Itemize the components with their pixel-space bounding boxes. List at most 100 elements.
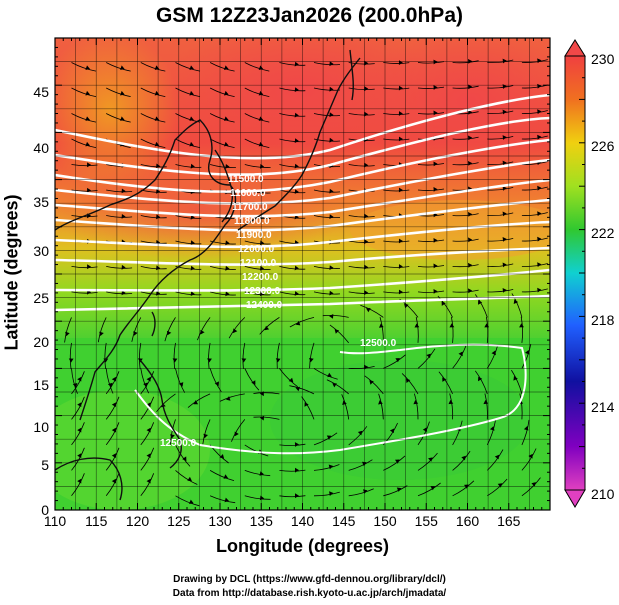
streamline-arrowhead [77,478,82,484]
streamline-arrowhead [85,141,90,147]
streamline-arrowhead [294,138,299,143]
streamline [487,187,514,191]
streamline-arrowhead [225,164,230,169]
streamline [209,87,235,97]
x-tick-label: 115 [85,513,108,529]
streamline-arrowhead [295,321,301,326]
streamline-arrowhead [120,65,125,70]
streamline [452,85,479,89]
streamline-arrowhead [502,109,507,115]
streamline-arrowhead [519,323,524,328]
streamline [417,112,445,115]
streamline-arrowhead [121,290,126,296]
streamline-arrowhead [364,213,369,219]
streamline [417,348,436,369]
streamline-arrowhead [502,237,507,242]
x-tick-label: 165 [497,513,521,529]
streamline-arrowhead [224,116,229,121]
streamline [313,62,341,66]
streamline-arrowhead [121,188,126,194]
streamline-arrowhead [426,353,431,359]
streamline-arrowhead [483,399,489,405]
streamline [417,86,445,89]
streamline [71,215,98,218]
streamline-arrowhead [187,476,192,481]
streamline-arrowhead [398,238,403,244]
streamline-arrowhead [189,116,194,121]
x-tick-label: 155 [415,513,439,529]
streamline [521,135,548,140]
streamline [383,87,410,90]
streamline [521,263,548,267]
x-tick-label: 110 [44,513,67,529]
streamline [105,422,120,446]
streamline [452,420,463,446]
streamline [140,113,166,123]
streamline-arrowhead [433,263,438,269]
streamline [452,162,479,166]
streamline-arrowhead [170,434,175,439]
streamline [209,240,236,245]
streamline-arrowhead [502,288,507,293]
streamline [253,392,280,395]
streamline [451,316,454,343]
streamline-arrowhead [224,141,229,147]
streamline-arrowhead [468,237,473,243]
streamline-arrowhead [146,376,151,382]
streamline-arrowhead [433,85,438,90]
streamline-arrowhead [395,459,400,464]
streamline-arrowhead [72,383,78,388]
streamline-arrowhead [182,456,187,462]
streamline-arrowhead [121,264,126,270]
chart-title: GSM 12Z23Jan2026 (200.0hPa) [155,4,463,27]
streamline-arrowhead [294,61,299,67]
streamline [520,316,523,343]
streamline-arrowhead [502,160,507,166]
streamline [452,480,475,497]
streamline-arrowhead [99,331,104,337]
streamline [244,240,271,245]
streamline [71,62,97,72]
streamline [71,473,85,497]
streamline-arrowhead [77,453,82,458]
streamline [487,263,514,267]
streamline-arrowhead [366,308,371,313]
streamline-arrowhead [65,331,70,337]
contour-label: 12500.0 [160,438,197,449]
streamline [209,470,235,481]
streamline-arrowhead [537,134,542,140]
streamline-arrowhead [190,163,195,169]
streamline [244,495,271,500]
streamline [417,421,430,446]
streamline-arrowhead [502,58,507,64]
streamline-arrowhead [294,87,299,92]
streamline [71,422,85,446]
streamline [360,304,384,318]
streamline-arrowhead [329,265,334,270]
streamline [187,393,211,408]
streamline [449,393,454,420]
streamline [452,289,479,293]
streamline-arrowhead [190,291,195,296]
streamline-arrowhead [458,351,463,357]
streamline [228,317,246,339]
streamline [140,473,155,497]
streamline [253,416,280,420]
streamline [417,239,445,242]
streamline-arrowhead [369,380,374,385]
streamline-arrowhead [87,264,92,270]
streamline [175,62,201,72]
streamline [348,87,375,91]
y-tick-label: 45 [33,84,49,100]
contour-label: 11700.0 [232,202,268,213]
streamline [378,393,384,420]
streamline-arrowhead [295,493,299,499]
streamline [140,138,166,148]
streamline-arrowhead [406,378,411,383]
streamline-arrowhead [502,135,507,140]
x-tick-label: 150 [373,513,397,529]
streamline-arrowhead [442,377,447,382]
streamline-arrowhead [537,287,542,293]
streamline [131,317,142,342]
streamline-arrowhead [275,358,281,363]
